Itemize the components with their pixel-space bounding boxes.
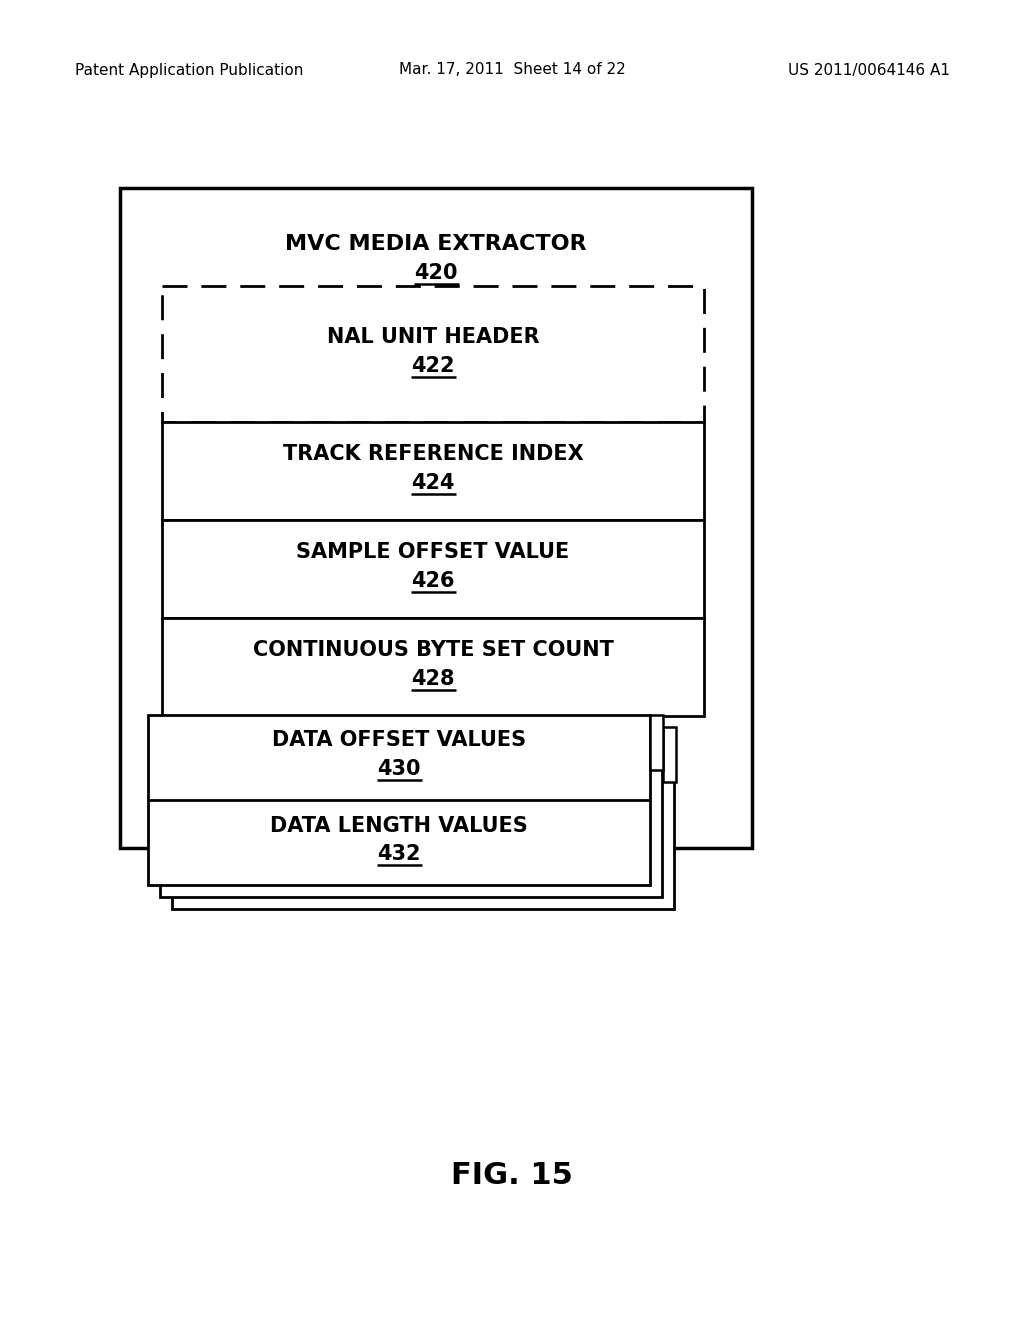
Bar — [160, 727, 662, 898]
Text: 422: 422 — [412, 356, 455, 376]
Text: 424: 424 — [412, 473, 455, 492]
Bar — [148, 715, 650, 884]
Bar — [663, 727, 676, 781]
Text: Mar. 17, 2011  Sheet 14 of 22: Mar. 17, 2011 Sheet 14 of 22 — [398, 62, 626, 78]
Text: 432: 432 — [377, 845, 421, 865]
Text: DATA OFFSET VALUES: DATA OFFSET VALUES — [272, 730, 526, 751]
Text: 430: 430 — [377, 759, 421, 779]
Text: 420: 420 — [415, 263, 458, 282]
Bar — [172, 739, 674, 909]
Text: MVC MEDIA EXTRACTOR: MVC MEDIA EXTRACTOR — [286, 234, 587, 253]
Bar — [650, 715, 663, 770]
Text: US 2011/0064146 A1: US 2011/0064146 A1 — [788, 62, 950, 78]
Bar — [162, 520, 705, 618]
Text: 428: 428 — [412, 669, 455, 689]
Bar — [120, 187, 752, 847]
Bar — [162, 286, 705, 422]
Text: NAL UNIT HEADER: NAL UNIT HEADER — [327, 327, 540, 347]
Text: Patent Application Publication: Patent Application Publication — [75, 62, 303, 78]
Bar — [162, 618, 705, 715]
Text: TRACK REFERENCE INDEX: TRACK REFERENCE INDEX — [283, 444, 584, 465]
Text: DATA LENGTH VALUES: DATA LENGTH VALUES — [270, 816, 528, 836]
Text: 426: 426 — [412, 570, 455, 591]
Text: CONTINUOUS BYTE SET COUNT: CONTINUOUS BYTE SET COUNT — [253, 640, 613, 660]
Text: FIG. 15: FIG. 15 — [451, 1160, 573, 1189]
Text: SAMPLE OFFSET VALUE: SAMPLE OFFSET VALUE — [296, 543, 569, 562]
Bar — [162, 422, 705, 520]
